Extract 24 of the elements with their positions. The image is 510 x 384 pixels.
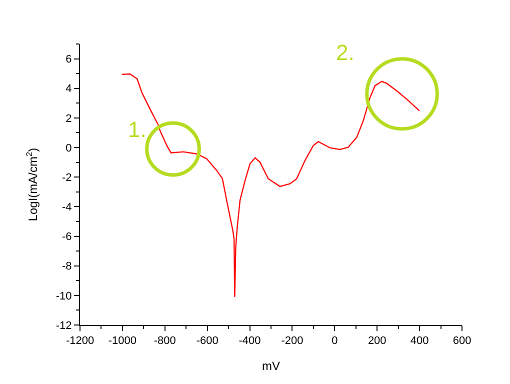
x-tick-label: 600 [452, 335, 472, 348]
y-tick-label: -12 [56, 320, 72, 332]
y-tick-label: 4 [66, 83, 72, 96]
y-tick-label: -4 [62, 202, 72, 214]
x-tick-label: 0 [332, 335, 338, 348]
y-tick-label: -10 [56, 290, 72, 302]
x-tick-label: 400 [410, 335, 429, 348]
x-tick-label: -1200 [66, 335, 94, 348]
x-tick-label: -800 [154, 335, 176, 348]
annotation: 1. [128, 117, 146, 142]
y-tick-label: -6 [62, 231, 72, 244]
y-tick-label: -2 [62, 172, 72, 184]
y-tick-label: 6 [66, 54, 72, 66]
x-tick-label: -600 [196, 335, 218, 348]
line-series [121, 73, 420, 298]
x-axis-title: mV [262, 359, 280, 374]
x-tick-label: -1000 [108, 335, 137, 348]
y-tick-label: -8 [62, 260, 72, 273]
x-tick-label: -400 [238, 335, 261, 348]
annotation: 2. [336, 40, 354, 65]
y-tick-label: 0 [66, 142, 72, 154]
x-tick-label: 200 [368, 335, 386, 348]
x-tick-label: -200 [281, 335, 304, 348]
y-tick-label: 2 [66, 112, 72, 125]
